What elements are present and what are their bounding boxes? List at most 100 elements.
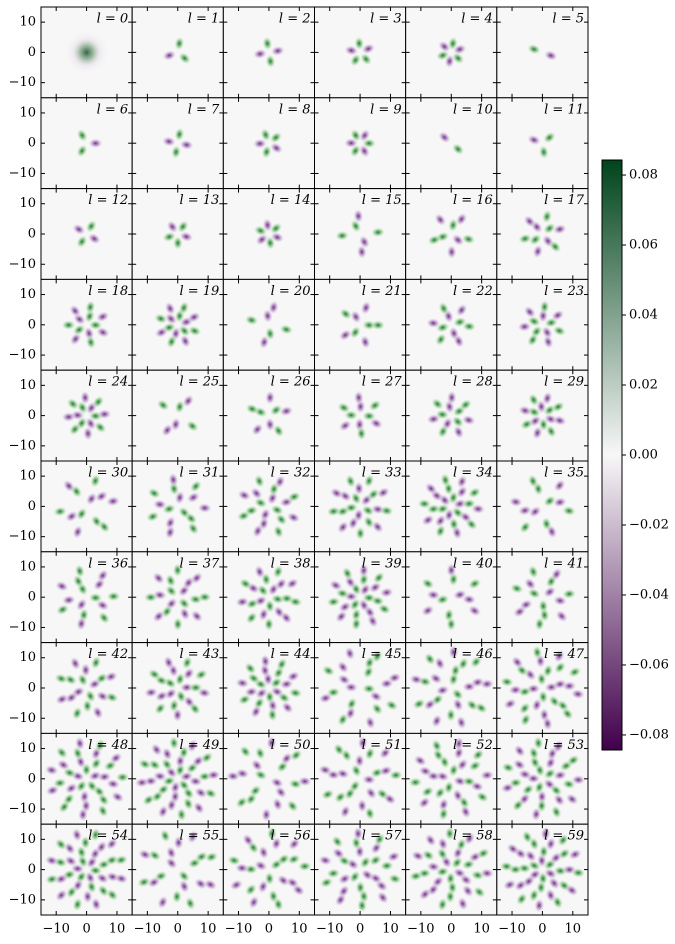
lobe	[538, 145, 549, 160]
lobe	[229, 879, 244, 891]
lobe	[85, 219, 97, 233]
lobe	[80, 390, 91, 405]
colorbar-tick-label: −0.06	[629, 657, 669, 672]
panel: l = 8	[222, 97, 315, 190]
lobe	[566, 754, 580, 766]
lobe	[77, 807, 89, 822]
panel: l = 28	[405, 369, 498, 462]
lobe	[203, 879, 218, 891]
lobe	[189, 480, 202, 493]
lobe	[341, 566, 353, 580]
lobe	[369, 690, 383, 702]
lobe	[236, 510, 251, 522]
lobe	[255, 687, 268, 699]
lobe	[254, 769, 268, 781]
lobe	[355, 526, 366, 541]
panel: l = 50	[222, 732, 315, 825]
mode-image	[226, 735, 312, 822]
lobe	[499, 676, 514, 687]
lobe	[543, 335, 554, 349]
y-tick-label: −10	[9, 529, 36, 544]
lobe	[95, 840, 108, 854]
panel-label: l = 53	[544, 738, 584, 753]
lobe	[461, 414, 476, 426]
lobe	[437, 837, 449, 851]
panel: l = 1	[131, 6, 224, 99]
lobe	[552, 325, 567, 337]
lobe	[258, 607, 269, 622]
lobe	[97, 793, 110, 807]
panel: l = 21	[314, 278, 407, 371]
mode-image	[161, 127, 194, 159]
lobe	[98, 520, 111, 534]
panel-background	[41, 279, 133, 371]
lobe	[72, 223, 86, 235]
lobe	[277, 692, 291, 704]
lobe	[72, 897, 83, 912]
lobe	[461, 233, 476, 245]
lobe	[339, 308, 353, 320]
lobe	[172, 707, 183, 722]
lobe	[143, 592, 158, 603]
lobe	[552, 224, 567, 235]
mode-image	[326, 474, 394, 541]
panel: l = 46	[405, 642, 498, 734]
lobe	[266, 826, 277, 841]
mode-image	[318, 735, 403, 821]
lobe	[269, 131, 283, 144]
lobe	[368, 581, 382, 594]
lobe	[137, 876, 151, 888]
lobe	[377, 603, 392, 615]
lobe	[237, 489, 252, 501]
lobe	[184, 896, 196, 911]
panel: l = 15	[314, 188, 407, 280]
lobe	[444, 54, 455, 69]
panel: l = 22	[405, 278, 498, 371]
y-tick-label: 10	[19, 650, 36, 665]
panel-label: l = 40	[453, 556, 493, 571]
lobe	[513, 606, 527, 618]
lobe	[376, 487, 390, 499]
lobe	[512, 759, 526, 771]
lobe	[96, 326, 110, 338]
lobe	[90, 655, 102, 670]
lobe	[571, 867, 586, 878]
lobe	[267, 707, 278, 722]
lobe	[571, 774, 586, 785]
lobe	[56, 759, 70, 771]
panel-background	[223, 7, 315, 98]
lobe	[64, 782, 78, 794]
lobe	[259, 335, 270, 350]
lobe	[437, 897, 448, 912]
mode-image	[435, 36, 467, 69]
lobe	[318, 855, 333, 866]
lobe	[244, 883, 257, 896]
lobe	[411, 850, 425, 862]
panel-label: l = 4	[461, 12, 493, 27]
lobe	[539, 299, 550, 314]
lobe	[445, 889, 456, 904]
mode-image	[55, 564, 121, 631]
lobe	[96, 311, 110, 323]
lobe	[334, 893, 347, 907]
panel-label: l = 2	[279, 12, 311, 27]
lobe	[518, 702, 531, 715]
lobe	[475, 791, 489, 803]
lobe	[239, 745, 252, 758]
panel-label: l = 55	[179, 829, 219, 844]
lobe	[71, 828, 83, 842]
lobe	[197, 592, 212, 603]
lobe	[557, 848, 571, 860]
lobe	[287, 491, 301, 503]
x-tick-label: 0	[174, 922, 182, 937]
lobe	[360, 300, 372, 315]
lobe	[147, 876, 161, 888]
lobe	[178, 879, 190, 894]
lobe	[548, 877, 561, 890]
lobe	[97, 409, 112, 420]
mode-image	[318, 826, 402, 913]
lobe	[75, 779, 88, 793]
lobe	[235, 796, 248, 809]
lobe	[272, 797, 283, 812]
panel-label: l = 59	[544, 829, 584, 844]
